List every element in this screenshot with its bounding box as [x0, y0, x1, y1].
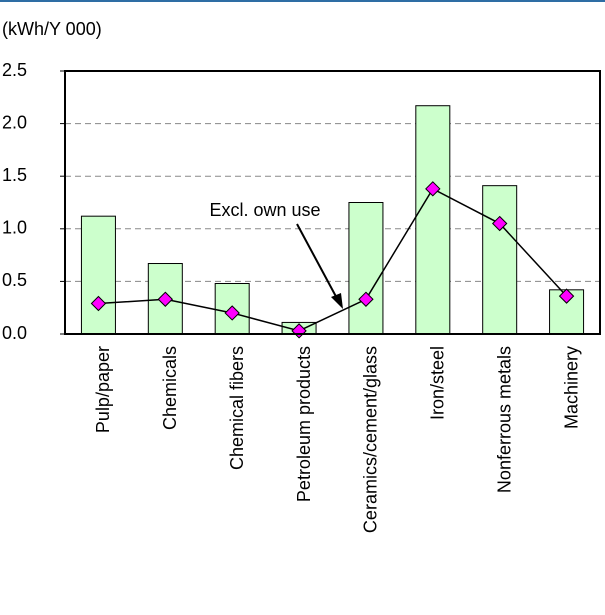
x-tick-label: Chemical fibers [227, 346, 247, 470]
y-tick-label: 2.0 [2, 112, 27, 132]
bar [214, 283, 250, 335]
bar [415, 105, 451, 335]
marker [90, 295, 107, 312]
arrow-head [331, 293, 343, 309]
marker [491, 215, 508, 232]
x-tick-label: Ceramics/cement/glass [361, 346, 381, 533]
marker [358, 291, 374, 307]
annotation: Excl. own use [209, 200, 320, 220]
y-axis-label: (kWh/Y 000) [2, 19, 102, 39]
y-tick-label: 1.0 [2, 218, 27, 238]
x-tick-label: Pulp/paper [93, 346, 113, 433]
marker [224, 305, 240, 321]
y-tick-label: 1.5 [2, 165, 27, 185]
bar [348, 202, 384, 335]
y-tick-label: 0.0 [2, 323, 27, 343]
y-tick-label: 0.5 [2, 270, 27, 290]
x-tick-label: Petroleum products [294, 346, 314, 502]
bar [80, 215, 116, 335]
x-tick-label: Machinery [561, 346, 581, 429]
plot-border [64, 70, 601, 335]
annotation-arrow [296, 223, 341, 305]
x-tick-label: Iron/steel [428, 346, 448, 420]
x-tick-label: Chemicals [160, 346, 180, 430]
marker [157, 291, 174, 307]
line [98, 187, 568, 332]
marker [425, 181, 441, 197]
marker [558, 288, 575, 304]
bar [482, 185, 518, 335]
y-tick-label: 2.5 [2, 60, 27, 80]
x-tick-label: Nonferrous metals [494, 346, 514, 493]
